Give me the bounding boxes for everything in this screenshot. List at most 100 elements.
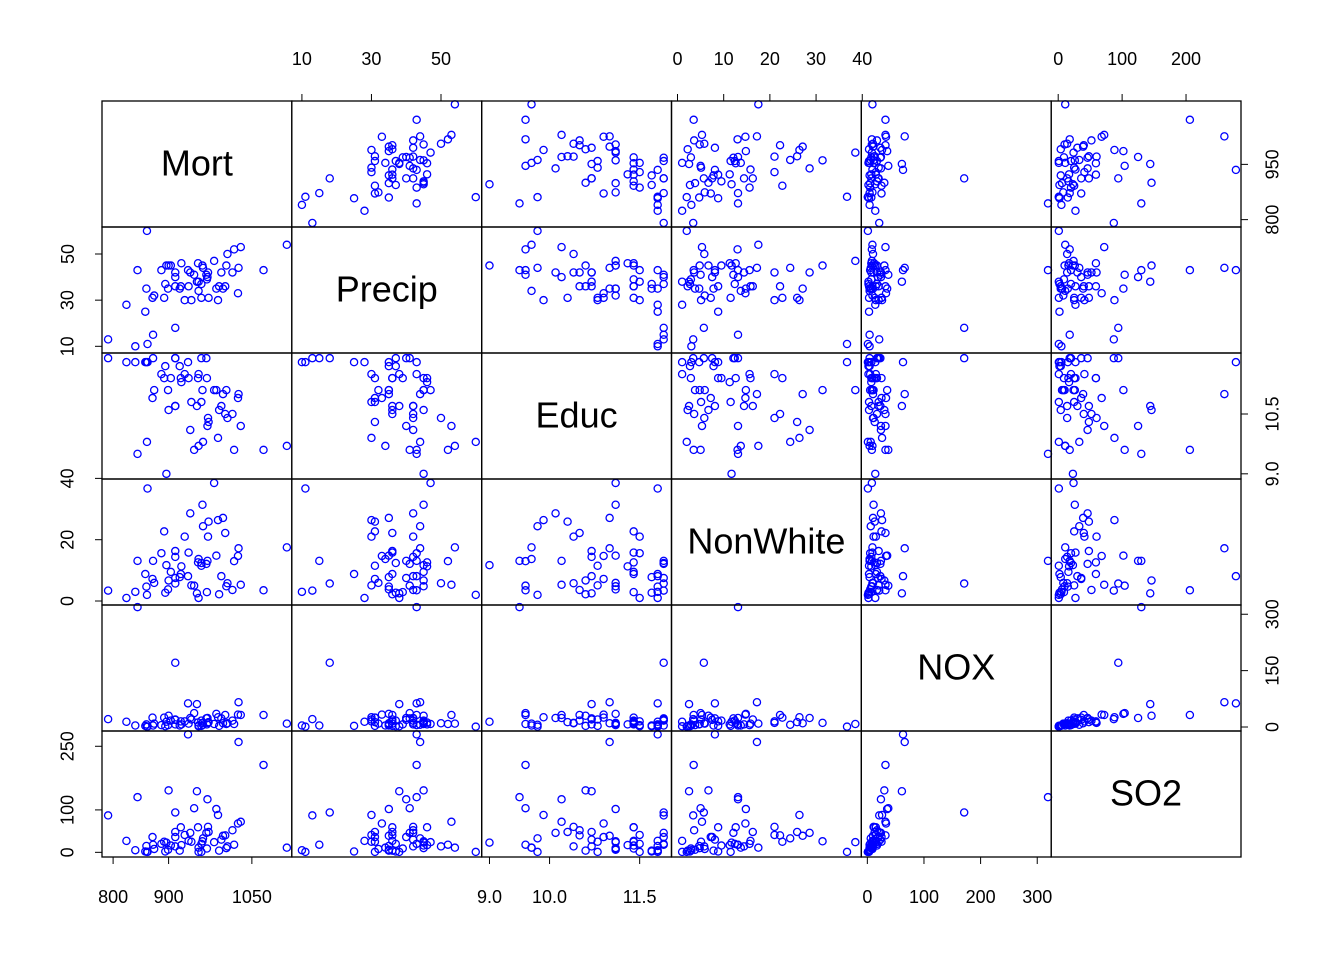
- point: [866, 521, 875, 531]
- panel: [860, 100, 1052, 228]
- point: [881, 760, 890, 770]
- point: [707, 272, 717, 282]
- tick-label: 9.0: [1263, 461, 1283, 486]
- point: [1120, 445, 1129, 455]
- point: [653, 265, 662, 275]
- point: [864, 307, 874, 316]
- tick-label: 10.5: [1263, 396, 1283, 431]
- point: [204, 517, 213, 526]
- point: [1137, 556, 1146, 566]
- point: [401, 573, 411, 583]
- point: [629, 258, 638, 268]
- point: [792, 293, 802, 303]
- point: [202, 828, 211, 838]
- point: [805, 425, 814, 435]
- point: [436, 842, 446, 851]
- point: [1084, 152, 1094, 161]
- point: [408, 401, 418, 411]
- point: [141, 569, 150, 579]
- point: [527, 100, 536, 109]
- point: [443, 556, 453, 566]
- point: [395, 847, 404, 857]
- point: [775, 140, 785, 150]
- point: [581, 145, 590, 154]
- point: [959, 808, 969, 817]
- point: [876, 164, 886, 173]
- point: [593, 561, 602, 571]
- point: [635, 265, 644, 275]
- point: [704, 261, 713, 270]
- point: [748, 827, 758, 837]
- point: [370, 417, 380, 427]
- point: [739, 720, 749, 729]
- point: [1110, 145, 1119, 155]
- point: [315, 721, 324, 730]
- point: [874, 586, 884, 595]
- point: [881, 393, 891, 403]
- point: [659, 658, 668, 667]
- point: [447, 817, 456, 827]
- point: [717, 716, 726, 725]
- point: [741, 819, 750, 828]
- point: [1071, 206, 1080, 216]
- point: [142, 226, 152, 236]
- point: [687, 357, 696, 367]
- point: [533, 192, 542, 202]
- variable-label: NonWhite: [687, 521, 845, 562]
- point: [581, 261, 590, 270]
- point: [1087, 585, 1096, 595]
- point: [1064, 373, 1073, 383]
- point: [581, 178, 590, 188]
- point: [1133, 272, 1143, 282]
- point: [677, 357, 687, 367]
- point: [704, 786, 713, 795]
- point: [131, 342, 140, 351]
- point: [374, 578, 383, 588]
- point: [881, 115, 890, 125]
- point: [360, 206, 369, 216]
- point: [186, 509, 195, 518]
- point: [177, 840, 186, 850]
- point: [733, 188, 743, 198]
- point: [381, 554, 390, 564]
- point: [689, 115, 698, 125]
- point: [1147, 178, 1156, 188]
- point: [142, 284, 151, 293]
- point: [752, 737, 762, 747]
- point: [659, 272, 668, 282]
- point: [183, 730, 193, 739]
- point: [162, 560, 171, 570]
- point: [1097, 132, 1106, 141]
- point: [863, 484, 873, 493]
- point: [818, 718, 827, 728]
- point: [805, 268, 814, 277]
- point: [865, 554, 874, 564]
- point: [485, 717, 494, 727]
- point: [682, 226, 691, 236]
- point: [166, 261, 176, 270]
- point: [527, 286, 536, 296]
- point: [868, 240, 877, 250]
- point: [349, 357, 359, 367]
- point: [447, 421, 456, 431]
- point: [527, 240, 536, 250]
- point: [384, 389, 394, 399]
- point: [533, 263, 542, 273]
- point: [775, 282, 785, 291]
- point: [1057, 385, 1067, 395]
- point: [900, 544, 909, 553]
- point: [141, 357, 150, 367]
- point: [659, 156, 668, 166]
- point: [1060, 100, 1070, 109]
- point: [533, 834, 542, 843]
- point: [867, 245, 877, 254]
- point: [189, 445, 199, 455]
- point: [635, 167, 644, 177]
- point: [408, 552, 418, 562]
- point: [1119, 146, 1128, 156]
- point: [707, 715, 717, 725]
- variable-label: Precip: [336, 269, 438, 310]
- point: [959, 323, 969, 333]
- point: [1220, 697, 1229, 707]
- point: [748, 174, 758, 183]
